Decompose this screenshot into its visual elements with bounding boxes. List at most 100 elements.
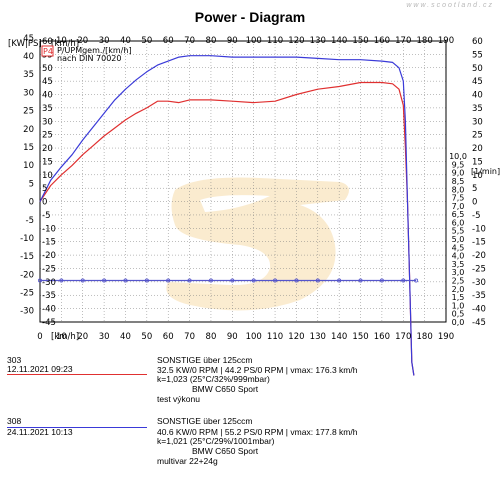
x-tick-label-bottom: 190 xyxy=(438,332,454,342)
run2-vehicle: BMW C650 Sport xyxy=(192,446,259,456)
rpm-point xyxy=(166,278,171,283)
kw-tick-label: 40 xyxy=(23,52,34,62)
x-tick-label-bottom: 60 xyxy=(163,332,174,342)
x-tick-label-top: 120 xyxy=(288,36,304,46)
x-tick-label-bottom: 20 xyxy=(77,332,88,342)
rpm-point xyxy=(144,278,149,283)
x-tick-label-top: 150 xyxy=(352,36,368,46)
kw-tick-label: -5 xyxy=(26,216,34,226)
rpm-tick-label: 10,0 xyxy=(449,152,467,161)
rpm-point xyxy=(379,278,384,283)
rpm-tick-label: 2,0 xyxy=(452,285,465,294)
rpm-tick-label: 9,0 xyxy=(452,169,465,178)
rpm-point xyxy=(230,278,235,283)
right-tick-label: 20 xyxy=(472,144,483,154)
ps-tick-label: 40 xyxy=(42,91,53,101)
rpm-tick-label: 9,5 xyxy=(452,160,465,169)
ps-tick-label: -30 xyxy=(42,278,56,288)
left-unit-label: [KW|PS] xyxy=(8,39,42,49)
ps-tick-label: 60 xyxy=(42,37,53,47)
right-tick-label: -35 xyxy=(472,291,486,301)
rpm-point xyxy=(358,278,363,283)
ps-tick-label: -5 xyxy=(42,211,50,221)
ps-tick-label: -45 xyxy=(42,318,56,328)
run1-note: test výkonu xyxy=(157,394,200,404)
x-tick-label-top: 50 xyxy=(141,36,152,46)
run2-note: multivar 22+24g xyxy=(157,456,218,466)
kw-tick-label: -20 xyxy=(20,270,34,280)
x-tick-label-top: 170 xyxy=(395,36,411,46)
right-tick-label: -45 xyxy=(472,318,486,328)
x-tick-label-bottom: 100 xyxy=(246,332,262,342)
rpm-point xyxy=(123,278,128,283)
ps-tick-label: 20 xyxy=(42,144,53,154)
series-line-2 xyxy=(39,55,415,376)
x-tick-label-top: 110 xyxy=(267,36,283,46)
run2-category: SONSTIGE über 125ccm xyxy=(157,416,253,426)
right-tick-label: 5 xyxy=(472,184,477,194)
x-tick-label-top: 100 xyxy=(246,36,262,46)
right-tick-label: -20 xyxy=(472,251,486,261)
logo-watermark xyxy=(166,177,349,311)
run2-result: 40.6 KW/0 RPM | 55.2 PS/0 RPM | vmax: 17… xyxy=(157,427,358,437)
x-tick-label-bottom: 50 xyxy=(141,332,152,342)
x-tick-label-bottom: 90 xyxy=(227,332,238,342)
run1-color-line xyxy=(7,374,147,375)
legend-marker-text: P4 xyxy=(43,47,53,56)
ps-tick-label: 50 xyxy=(42,64,53,74)
x-tick-label-bottom: 110 xyxy=(267,332,283,342)
legend-norm-label: nach DIN 70020 xyxy=(57,54,121,63)
right-tick-label: -5 xyxy=(472,211,480,221)
rpm-point xyxy=(315,278,320,283)
rpm-point xyxy=(251,278,256,283)
x-tick-label-top: 30 xyxy=(99,36,110,46)
rpm-point xyxy=(59,278,64,283)
right-tick-label: -30 xyxy=(472,278,486,288)
legend-power-label: P/UPMgem./[km/h] xyxy=(57,46,132,55)
x-tick-label-bottom: 10 xyxy=(56,332,67,342)
right-tick-label: 40 xyxy=(472,91,483,101)
right-tick-label: 0 xyxy=(472,198,477,208)
rpm-tick-label: 2,5 xyxy=(452,277,465,286)
ps-tick-label: 25 xyxy=(42,131,53,141)
run1-id: 303 xyxy=(7,355,22,365)
run1-correction: k=1,023 (25°C/32%/999mbar) xyxy=(157,374,270,384)
rpm-tick-label: 1,5 xyxy=(452,293,465,302)
x-tick-label-top: 160 xyxy=(374,36,390,46)
run1-result: 32.5 KW/0 RPM | 44.2 PS/0 RPM | vmax: 17… xyxy=(157,365,358,375)
rpm-tick-label: 6,5 xyxy=(452,210,465,219)
top-speed-unit-label: [km/h] xyxy=(51,39,79,49)
bottom-speed-unit-label: [km/h] xyxy=(51,332,79,342)
kw-tick-label: -25 xyxy=(20,289,34,299)
chart-title: Power - Diagram xyxy=(194,9,306,25)
kw-tick-label: 15 xyxy=(23,143,34,153)
ps-tick-label: 30 xyxy=(42,117,53,127)
axis-labels: 1010202030304040505060607070808090901001… xyxy=(20,34,486,342)
run2-id: 308 xyxy=(7,416,22,426)
kw-tick-label: 5 xyxy=(29,179,34,189)
rpm-tick-label: 6,0 xyxy=(452,218,465,227)
rpm-tick-label: 0,5 xyxy=(452,310,465,319)
kw-tick-label: -10 xyxy=(20,234,34,244)
right-tick-label: 30 xyxy=(472,117,483,127)
right-tick-label: 15 xyxy=(472,157,483,167)
right-tick-label: 60 xyxy=(472,37,483,47)
plot-frame xyxy=(39,40,447,323)
x-tick-label-bottom: 160 xyxy=(374,332,390,342)
kw-tick-label: 25 xyxy=(23,107,34,117)
right-tick-label: 10 xyxy=(472,171,483,181)
rpm-point xyxy=(208,278,213,283)
ps-tick-label: 0 xyxy=(42,198,47,208)
x-tick-label-bottom: 130 xyxy=(310,332,326,342)
kw-tick-label: 10 xyxy=(23,161,34,171)
x-tick-label-top: 180 xyxy=(417,36,433,46)
right-tick-label: -40 xyxy=(472,305,486,315)
rpm-tick-label: 8,5 xyxy=(452,177,465,186)
rpm-tick-label: 8,0 xyxy=(452,185,465,194)
watermark-url: www.scootland.cz xyxy=(406,2,494,9)
right-tick-label: -15 xyxy=(472,238,486,248)
x-tick-label-bottom: 120 xyxy=(288,332,304,342)
rpm-tick-label: 0,0 xyxy=(452,318,465,327)
rpm-tick-label: 7,0 xyxy=(452,202,465,211)
rpm-point xyxy=(337,278,342,283)
